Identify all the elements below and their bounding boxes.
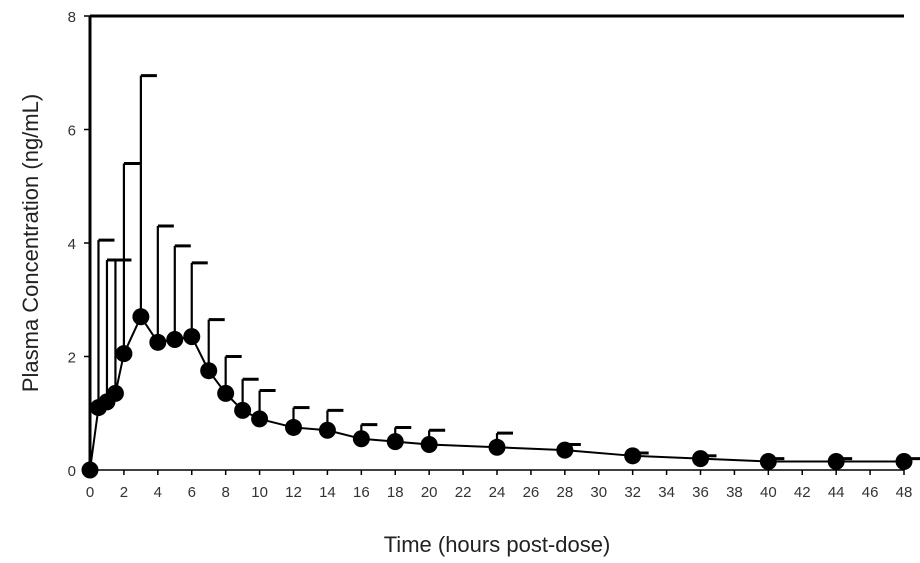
y-tick-label: 4	[68, 236, 76, 253]
data-point	[183, 328, 201, 346]
x-axis-label: Time (hours post-dose)	[384, 532, 611, 557]
data-point	[352, 430, 370, 448]
x-tick-label: 38	[726, 484, 743, 501]
y-ticks: 0 2 4 6 8	[68, 9, 90, 480]
x-tick-label: 10	[251, 484, 268, 501]
data-point	[251, 410, 269, 428]
data-point	[217, 384, 235, 402]
data-point	[285, 418, 302, 436]
x-tick-label: 46	[862, 484, 879, 501]
y-tick-label: 8	[68, 9, 76, 26]
y-axis-label: Plasma Concentration (ng/mL)	[18, 94, 43, 392]
x-tick-label: 36	[692, 484, 709, 501]
x-tick-label: 18	[387, 484, 404, 501]
x-ticks: 0 2 4 6 8 10 12 14 16 18 20 22 24 26 28 30 32 34 36 38 40 42 4…	[86, 470, 913, 501]
data-point	[115, 345, 133, 363]
x-tick-label: 22	[455, 484, 472, 501]
x-tick-label: 48	[896, 484, 913, 501]
data-point	[132, 308, 150, 326]
data-point	[318, 421, 336, 439]
y-tick-label: 0	[68, 463, 76, 480]
data-point	[827, 452, 845, 470]
x-tick-label: 32	[624, 484, 641, 501]
x-tick-label: 16	[353, 484, 370, 501]
data-points	[81, 308, 913, 479]
x-tick-label: 8	[221, 484, 229, 501]
y-tick-label: 2	[68, 350, 76, 367]
x-tick-label: 24	[489, 484, 506, 501]
x-tick-label: 2	[120, 484, 128, 501]
data-point	[166, 330, 184, 348]
data-point	[895, 452, 913, 470]
error-bars	[97, 74, 920, 462]
data-point	[420, 435, 438, 453]
data-point	[556, 441, 574, 459]
x-tick-label: 26	[523, 484, 540, 501]
y-tick-label: 6	[68, 123, 76, 140]
data-point	[692, 450, 709, 468]
x-tick-label: 4	[154, 484, 162, 501]
x-tick-label: 40	[760, 484, 777, 501]
x-tick-label: 28	[556, 484, 573, 501]
x-tick-label: 30	[590, 484, 607, 501]
x-tick-label: 42	[794, 484, 811, 501]
data-point	[149, 333, 167, 351]
x-tick-label: 14	[319, 484, 336, 501]
axes	[88, 14, 904, 471]
x-tick-label: 0	[86, 484, 94, 501]
x-tick-label: 34	[658, 484, 675, 501]
x-tick-label: 20	[421, 484, 438, 501]
x-tick-label: 6	[188, 484, 196, 501]
data-point	[234, 401, 252, 419]
data-point	[759, 452, 777, 470]
x-tick-label: 44	[828, 484, 845, 501]
data-point	[488, 438, 506, 456]
data-point	[81, 461, 99, 479]
data-point	[624, 447, 642, 465]
data-point	[386, 433, 404, 451]
data-point	[200, 362, 218, 380]
x-tick-label: 12	[285, 484, 302, 501]
data-point	[106, 384, 124, 402]
